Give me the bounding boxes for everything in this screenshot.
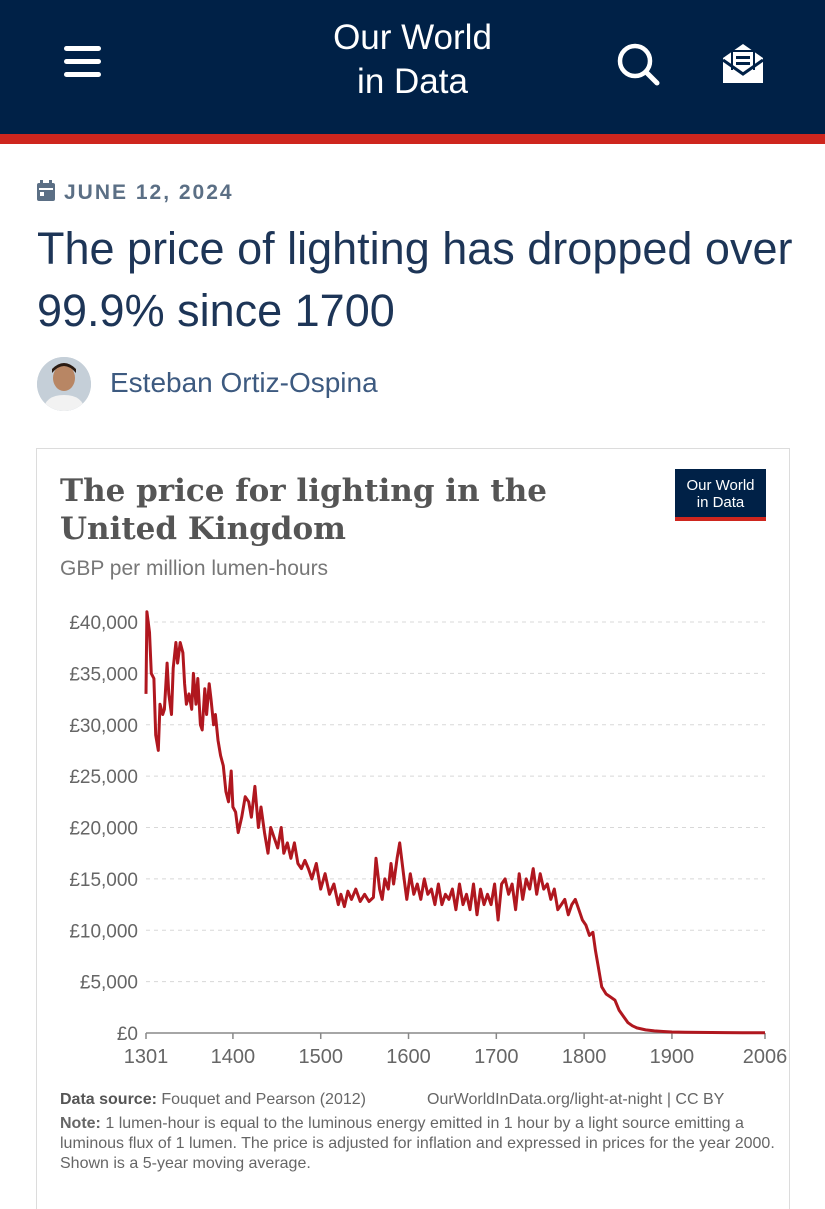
site-logo[interactable]: Our World in Data: [300, 16, 525, 104]
author-avatar[interactable]: [37, 357, 91, 411]
header-accent-bar: [0, 134, 825, 144]
source-label: Data source:: [60, 1091, 157, 1108]
search-icon[interactable]: [614, 40, 662, 88]
chart-source-url[interactable]: OurWorldInData.org/light-at-night | CC B…: [427, 1091, 725, 1108]
source-text: Fouquet and Pearson (2012): [161, 1091, 366, 1108]
chart-card: [36, 448, 790, 1209]
mail-icon[interactable]: [719, 40, 767, 88]
calendar-icon: [37, 180, 55, 201]
badge-line-2: in Data: [696, 494, 745, 511]
badge-line-1: Our World: [686, 477, 755, 494]
owid-logo-badge[interactable]: Our World in Data: [675, 469, 766, 521]
note-text: 1 lumen-hour is equal to the luminous en…: [60, 1115, 775, 1172]
publish-date: JUNE 12, 2024: [36, 178, 234, 208]
publish-date-text: JUNE 12, 2024: [64, 181, 234, 204]
author-name[interactable]: Esteban Ortiz-Ospina: [110, 367, 378, 398]
note-label: Note:: [60, 1115, 101, 1132]
site-header: [0, 0, 825, 134]
chart-note: Note: 1 lumen-hour is equal to the lumin…: [60, 1114, 775, 1174]
chart-subtitle: GBP per million lumen-hours: [60, 557, 329, 580]
chart-source: Data source: Fouquet and Pearson (2012): [60, 1090, 775, 1110]
logo-line-1: Our World: [333, 18, 492, 57]
article-title: The price of lighting has dropped over 9…: [37, 223, 793, 336]
hamburger-menu-icon[interactable]: [64, 46, 102, 78]
logo-line-2: in Data: [357, 62, 468, 101]
chart-title: The price for lighting in the United Kin…: [60, 473, 547, 547]
